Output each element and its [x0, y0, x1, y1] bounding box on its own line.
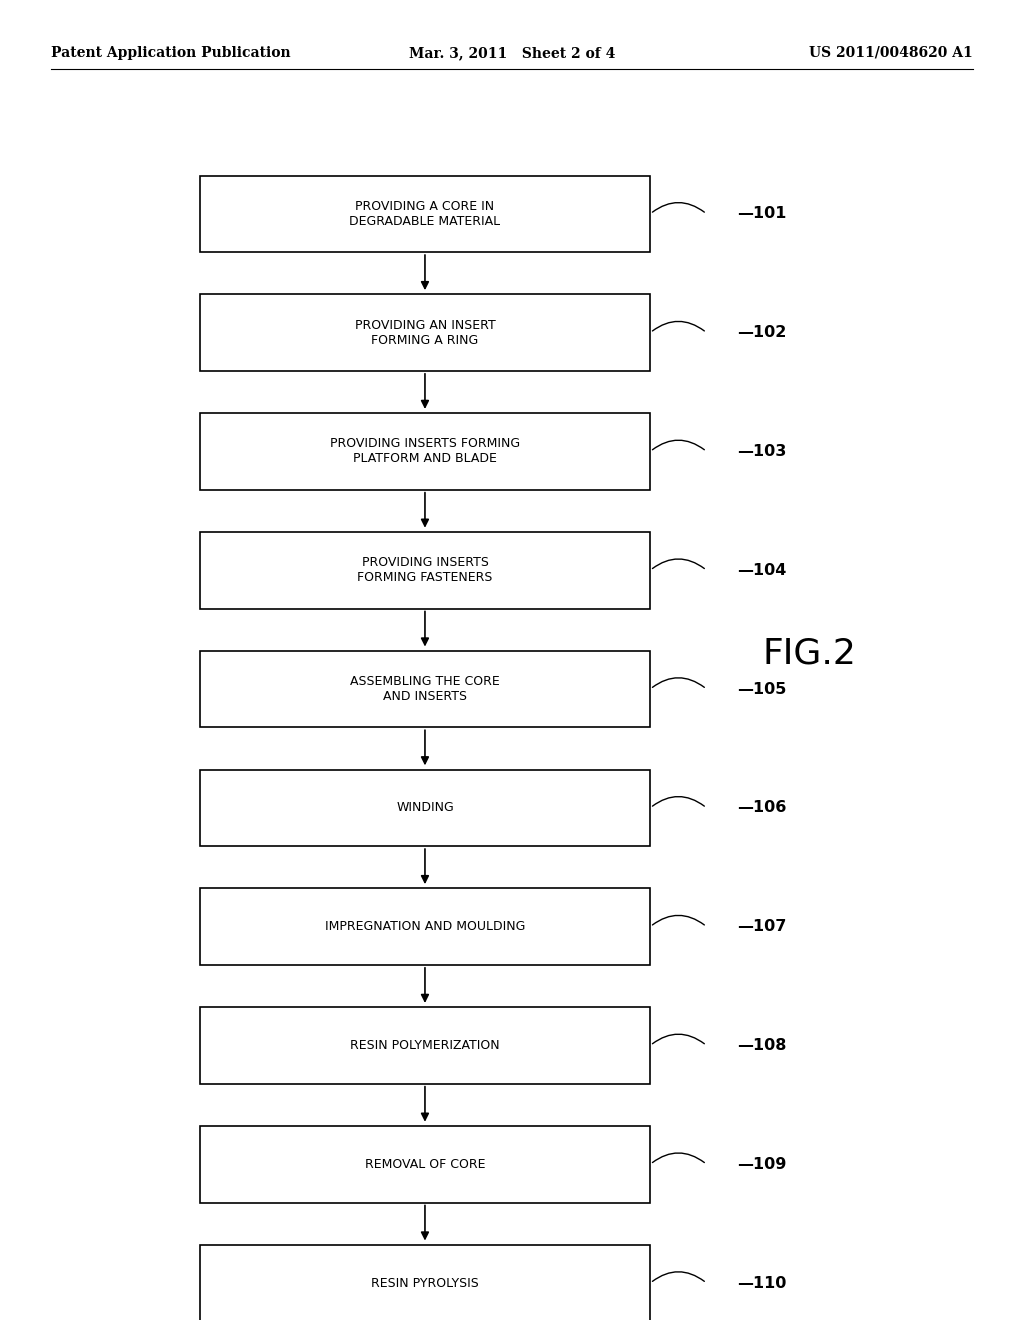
Text: —106: —106 — [737, 800, 786, 816]
Text: —110: —110 — [737, 1275, 786, 1291]
Bar — [200, 651, 650, 727]
Text: REMOVAL OF CORE: REMOVAL OF CORE — [365, 1158, 485, 1171]
Text: PROVIDING INSERTS FORMING
PLATFORM AND BLADE: PROVIDING INSERTS FORMING PLATFORM AND B… — [330, 437, 520, 466]
Text: Mar. 3, 2011   Sheet 2 of 4: Mar. 3, 2011 Sheet 2 of 4 — [409, 46, 615, 59]
Bar — [200, 294, 650, 371]
Text: RESIN PYROLYSIS: RESIN PYROLYSIS — [371, 1276, 479, 1290]
Bar — [200, 1007, 650, 1084]
Text: PROVIDING INSERTS
FORMING FASTENERS: PROVIDING INSERTS FORMING FASTENERS — [357, 556, 493, 585]
Text: PROVIDING AN INSERT
FORMING A RING: PROVIDING AN INSERT FORMING A RING — [354, 318, 496, 347]
Text: FIG.2: FIG.2 — [762, 636, 856, 671]
Text: —101: —101 — [737, 206, 786, 222]
Text: —109: —109 — [737, 1156, 786, 1172]
Text: —105: —105 — [737, 681, 786, 697]
Bar — [200, 176, 650, 252]
Text: IMPREGNATION AND MOULDING: IMPREGNATION AND MOULDING — [325, 920, 525, 933]
Text: Patent Application Publication: Patent Application Publication — [51, 46, 291, 59]
Text: WINDING: WINDING — [396, 801, 454, 814]
Text: PROVIDING A CORE IN
DEGRADABLE MATERIAL: PROVIDING A CORE IN DEGRADABLE MATERIAL — [349, 199, 501, 228]
Text: —108: —108 — [737, 1038, 786, 1053]
Bar — [200, 1245, 650, 1320]
Text: —104: —104 — [737, 562, 786, 578]
Text: —107: —107 — [737, 919, 786, 935]
Bar — [200, 532, 650, 609]
Bar — [200, 770, 650, 846]
Bar — [200, 1126, 650, 1203]
Text: —103: —103 — [737, 444, 786, 459]
Text: —102: —102 — [737, 325, 786, 341]
Bar — [200, 413, 650, 490]
Text: US 2011/0048620 A1: US 2011/0048620 A1 — [809, 46, 973, 59]
Text: ASSEMBLING THE CORE
AND INSERTS: ASSEMBLING THE CORE AND INSERTS — [350, 675, 500, 704]
Bar — [200, 888, 650, 965]
Text: RESIN POLYMERIZATION: RESIN POLYMERIZATION — [350, 1039, 500, 1052]
